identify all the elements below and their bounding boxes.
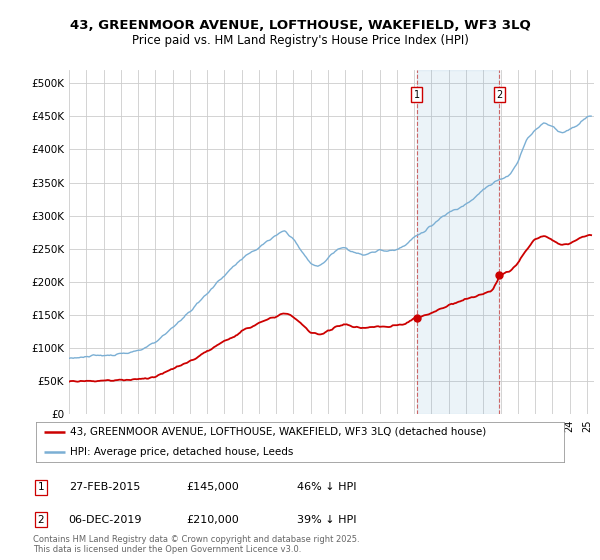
Text: HPI: Average price, detached house, Leeds: HPI: Average price, detached house, Leed…: [70, 447, 293, 457]
Text: 2: 2: [37, 515, 44, 525]
Text: 1: 1: [414, 90, 420, 100]
Text: 1: 1: [37, 482, 44, 492]
Text: £210,000: £210,000: [187, 515, 239, 525]
Text: 27-FEB-2015: 27-FEB-2015: [70, 482, 140, 492]
Text: 39% ↓ HPI: 39% ↓ HPI: [297, 515, 357, 525]
Text: £145,000: £145,000: [187, 482, 239, 492]
Text: 46% ↓ HPI: 46% ↓ HPI: [297, 482, 357, 492]
Text: Price paid vs. HM Land Registry's House Price Index (HPI): Price paid vs. HM Land Registry's House …: [131, 34, 469, 47]
Text: 06-DEC-2019: 06-DEC-2019: [68, 515, 142, 525]
Text: 43, GREENMOOR AVENUE, LOFTHOUSE, WAKEFIELD, WF3 3LQ: 43, GREENMOOR AVENUE, LOFTHOUSE, WAKEFIE…: [70, 18, 530, 32]
Text: 43, GREENMOOR AVENUE, LOFTHOUSE, WAKEFIELD, WF3 3LQ (detached house): 43, GREENMOOR AVENUE, LOFTHOUSE, WAKEFIE…: [70, 427, 487, 437]
Text: Contains HM Land Registry data © Crown copyright and database right 2025.
This d: Contains HM Land Registry data © Crown c…: [33, 535, 359, 554]
Bar: [417, 70, 499, 414]
Text: 2: 2: [496, 90, 502, 100]
